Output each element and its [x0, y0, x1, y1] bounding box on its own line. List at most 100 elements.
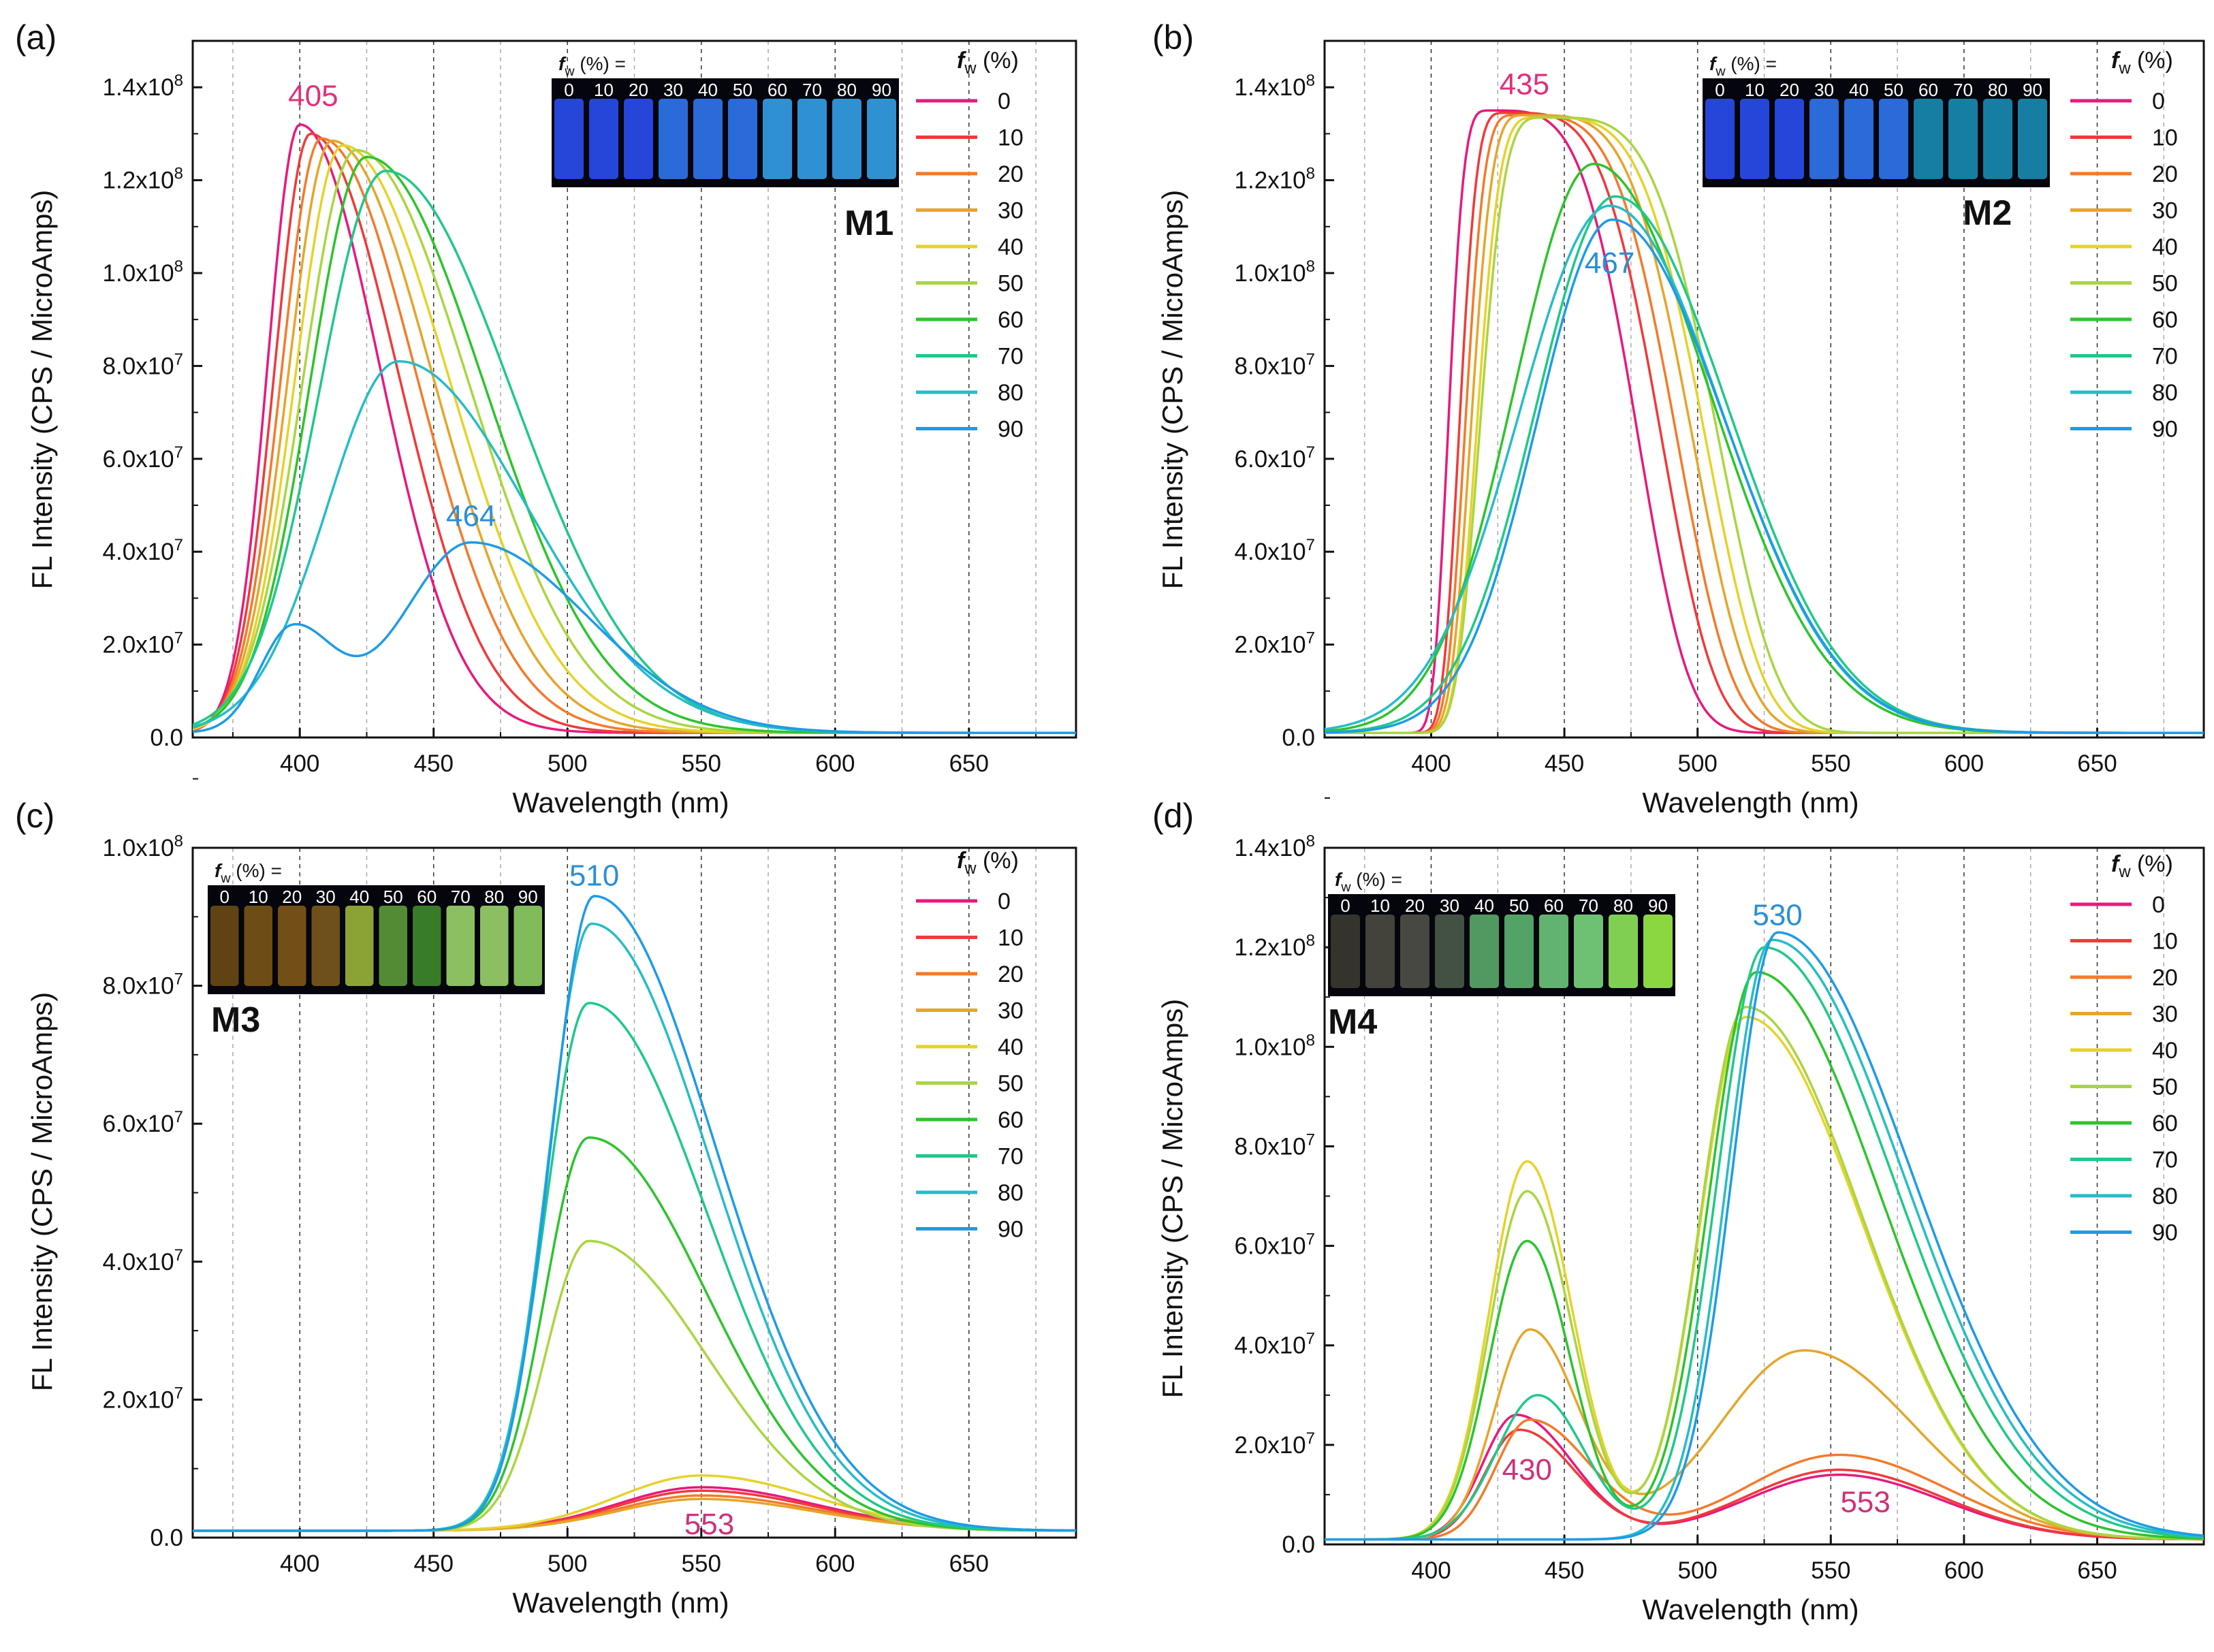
vial: [1609, 915, 1638, 988]
y-tick-label: 8.0x107: [1235, 350, 1315, 379]
legend-entry: 90: [2152, 1220, 2178, 1246]
vial-photo-inset: fw (%) =0 10 20 30 40 50 60 70 80 90: [1328, 869, 1675, 996]
vial: [244, 906, 272, 986]
x-tick-label: 400: [1411, 750, 1451, 777]
vial: [1914, 99, 1943, 179]
vial-label: 40: [698, 80, 718, 100]
curves: [193, 123, 1076, 734]
vial-label: 90: [518, 887, 538, 907]
vial: [2018, 99, 2047, 179]
y-tick-label: 8.0x107: [1235, 1130, 1315, 1160]
vial-photo-inset: fw (%) =0 10 20 30 40 50 60 70 80 90: [1703, 53, 2050, 187]
y-tick-label: 1.0x108: [1235, 1031, 1315, 1060]
series-line-fw-50: [1325, 1006, 2204, 1541]
vial-label: 10: [1745, 80, 1765, 100]
y-tick-label: 6.0x107: [1235, 443, 1315, 473]
sample-label: M2: [1963, 193, 2012, 233]
y-tick-label: 1.0x108: [103, 257, 183, 287]
photo-caption: fw (%) =: [215, 860, 282, 886]
y-tick-label: 6.0x107: [103, 443, 183, 473]
peak-label: 530: [1752, 898, 1802, 932]
legend-entry: 60: [2152, 1111, 2178, 1137]
legend-entry: 60: [998, 307, 1024, 333]
vial-label: 30: [316, 887, 336, 907]
vial-label: 20: [629, 80, 648, 100]
legend-title: fw (%): [957, 848, 1019, 878]
vial-label: 90: [872, 80, 891, 100]
vial: [1504, 915, 1534, 988]
vial-label: 50: [1884, 80, 1903, 100]
x-tick-label: 650: [2077, 1557, 2117, 1584]
vial-label: 20: [1405, 895, 1425, 916]
legend: fw (%) 0 10 20 30 40 50 60 70 80 90: [2070, 851, 2178, 1246]
vial-label: 60: [417, 887, 437, 907]
legend-entry: 90: [2152, 417, 2178, 443]
legend-entry: 20: [998, 962, 1024, 987]
legend-entry: 50: [998, 271, 1024, 297]
vial-label: 30: [663, 80, 683, 100]
y-tick-label: 8.0x107: [103, 350, 183, 379]
vial-label: 70: [1579, 895, 1598, 916]
y-tick-label: 1.4x108: [103, 72, 183, 101]
vial-label: 80: [1613, 895, 1633, 916]
x-tick-label: 600: [815, 1551, 855, 1577]
vial: [513, 906, 542, 986]
legend-entry: 10: [998, 125, 1024, 151]
curves: [1325, 931, 2204, 1541]
y-axis-title: FL Intensity (CPS / MicroAmps): [26, 992, 58, 1392]
legend-entry: 30: [998, 198, 1024, 224]
legend: fw (%) 0 10 20 30 40 50 60 70 80 90: [2070, 48, 2178, 443]
vial: [1983, 99, 2012, 179]
x-tick-label: 450: [414, 1551, 454, 1577]
series-line-fw-40: [193, 144, 1076, 734]
vial-label: 80: [837, 80, 857, 100]
vial: [554, 99, 584, 179]
sample-label: M1: [844, 204, 893, 243]
vial-label: 0: [564, 80, 573, 100]
curves: [1325, 109, 2204, 734]
legend-entry: 40: [2152, 1038, 2178, 1064]
vial: [1470, 915, 1499, 988]
peak-label: 430: [1502, 1453, 1552, 1487]
vial-label: 10: [1370, 895, 1390, 916]
legend-entry: 40: [998, 1034, 1024, 1060]
vial: [1740, 99, 1769, 179]
legend-entry: 50: [998, 1071, 1024, 1097]
vial: [797, 99, 827, 179]
y-tick-label: 0.0: [150, 1525, 183, 1551]
legend-entry: 70: [2152, 1147, 2178, 1173]
vial: [1400, 915, 1429, 988]
x-axis-title: Wavelength (nm): [1642, 1593, 1859, 1625]
legend-entry: 30: [2152, 1002, 2178, 1028]
x-tick-label: 450: [1545, 750, 1584, 777]
photo-caption: fw (%) =: [1709, 53, 1777, 79]
legend-entry: 90: [998, 1217, 1024, 1243]
vial: [345, 906, 374, 986]
vial-label: 70: [1953, 80, 1973, 100]
x-tick-label: 450: [414, 750, 454, 777]
sample-label: M3: [211, 1000, 260, 1040]
legend: fw (%) 0 10 20 30 40 50 60 70 80 90: [916, 48, 1024, 443]
y-tick-label: 2.0x107: [1235, 1429, 1315, 1459]
series-line-fw-90: [1325, 218, 2204, 734]
series-line-fw-20: [1325, 1418, 2204, 1541]
legend-entry: 80: [998, 380, 1024, 406]
legend-entry: 0: [2152, 89, 2165, 114]
legend-entry: 80: [998, 1180, 1024, 1206]
vial: [1643, 915, 1673, 988]
legend-entry: 10: [2152, 125, 2178, 151]
y-tick-label: 1.2x108: [103, 165, 183, 194]
vial: [1435, 915, 1464, 988]
y-tick-label: 4.0x107: [103, 536, 183, 565]
vial-label: 90: [2023, 80, 2042, 100]
y-tick-label: 2.0x107: [1235, 629, 1315, 658]
legend-entry: 20: [2152, 965, 2178, 991]
vial: [1844, 99, 1873, 179]
x-tick-label: 500: [548, 750, 587, 777]
y-tick-label: 0.0: [1282, 725, 1315, 751]
peak-label: 553: [1840, 1486, 1890, 1519]
vial-photo-inset: fw (%) =0 10 20 30 40 50 60 70 80 90: [552, 53, 899, 187]
legend-entry: 80: [2152, 1184, 2178, 1209]
peak-label: 467: [1585, 247, 1634, 280]
